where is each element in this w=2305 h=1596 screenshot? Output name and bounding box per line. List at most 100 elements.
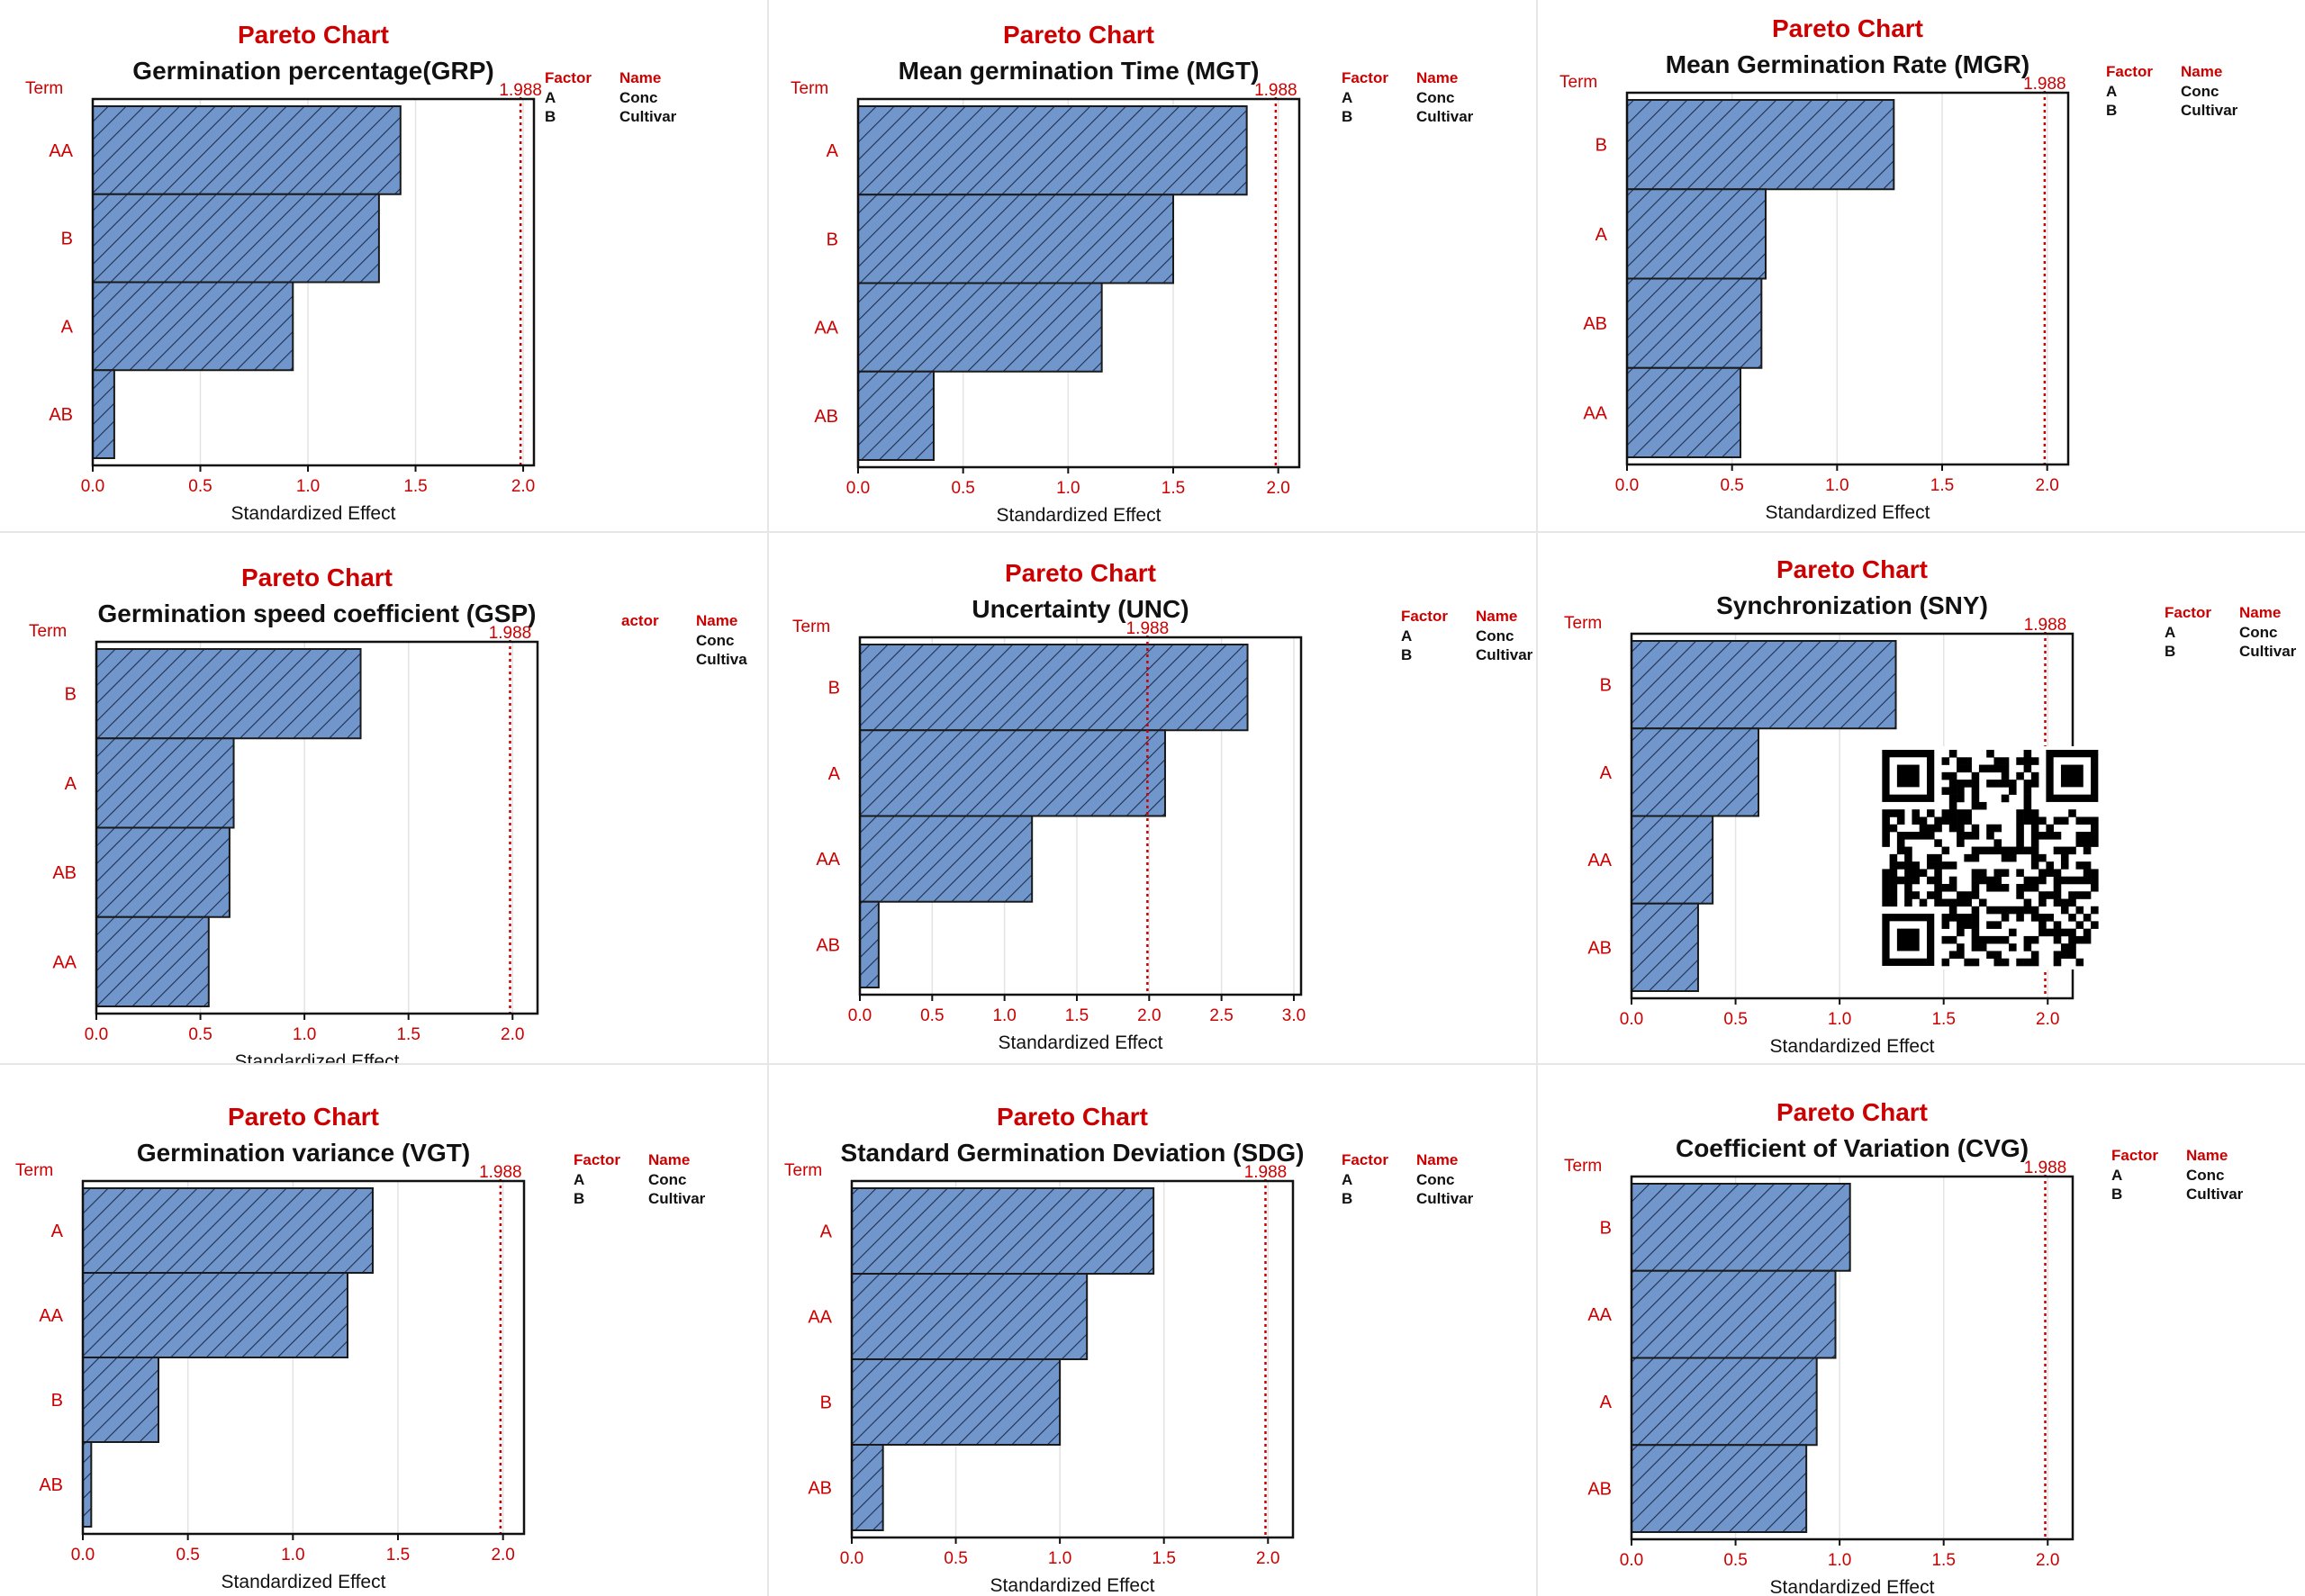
legend-factor: B bbox=[1401, 646, 1412, 663]
legend: Factor Name A Conc B Cultivar bbox=[2106, 63, 2238, 119]
x-tick-label: 2.0 bbox=[511, 477, 535, 496]
bar bbox=[92, 193, 380, 284]
x-axis-label: Standardized Effect bbox=[235, 1051, 400, 1064]
legend-name: Cultivar bbox=[1416, 1190, 1474, 1207]
legend-header: Name bbox=[619, 69, 661, 86]
bar bbox=[857, 194, 1175, 284]
plot-frame bbox=[91, 97, 536, 467]
x-tick-label: 0.0 bbox=[71, 1546, 95, 1564]
x-tick-label: 0.0 bbox=[840, 1549, 863, 1568]
chart-title: Standard Germination Deviation (SDG) bbox=[841, 1139, 1305, 1167]
bar bbox=[1625, 366, 1741, 458]
category-label: AA bbox=[817, 850, 841, 870]
legend-header: Factor bbox=[2111, 1147, 2158, 1164]
x-tick-label: 1.5 bbox=[1152, 1549, 1176, 1568]
legend-factor: B bbox=[2165, 643, 2175, 660]
x-axis-label: Standardized Effect bbox=[221, 1572, 386, 1592]
x-tick-label: 0.0 bbox=[1614, 476, 1638, 495]
x-tick-label: 1.0 bbox=[293, 1025, 316, 1044]
plot-frame bbox=[1630, 1175, 2074, 1541]
legend-name: Cultivar bbox=[1416, 108, 1474, 125]
legend-header: Name bbox=[696, 612, 737, 629]
bar bbox=[851, 1358, 1062, 1446]
legend-factor: A bbox=[2106, 83, 2117, 100]
legend-name: Cultivar bbox=[2186, 1186, 2244, 1203]
chart-heading: Pareto Chart bbox=[1776, 1098, 1928, 1126]
legend-header: Name bbox=[2239, 604, 2281, 621]
legend-factor: B bbox=[2106, 102, 2117, 119]
legend-factor: B bbox=[1342, 108, 1352, 125]
category-label: AA bbox=[1583, 403, 1607, 423]
plot-frame bbox=[851, 1179, 1295, 1539]
category-label: B bbox=[827, 230, 838, 249]
legend-name: Conc bbox=[2239, 624, 2278, 641]
reference-line-label: 1.988 bbox=[2023, 1159, 2066, 1177]
x-tick-label: 1.0 bbox=[1828, 1551, 1851, 1570]
y-axis-label: Term bbox=[784, 1161, 822, 1180]
legend-factor: B bbox=[1342, 1190, 1352, 1207]
x-tick-label: 0.5 bbox=[1723, 1551, 1747, 1570]
chart-heading: Pareto Chart bbox=[241, 564, 393, 591]
y-axis-label: Term bbox=[25, 79, 63, 98]
pareto-chart-svg: Pareto Chart Germination speed coefficien… bbox=[29, 564, 747, 1064]
x-tick-label: 0.5 bbox=[952, 479, 975, 498]
bar bbox=[1630, 640, 1897, 730]
x-axis-label: Standardized Effect bbox=[1769, 1036, 1934, 1057]
y-axis-label: Term bbox=[1564, 1157, 1602, 1176]
category-label: A bbox=[51, 1222, 64, 1241]
chart-heading: Pareto Chart bbox=[997, 1103, 1148, 1131]
panel-divider bbox=[0, 531, 2305, 533]
category-label: A bbox=[1599, 763, 1612, 783]
bar bbox=[82, 1272, 348, 1358]
chart-title: Mean germination Time (MGT) bbox=[899, 57, 1260, 85]
bar bbox=[82, 1357, 159, 1443]
category-label: A bbox=[1599, 1393, 1612, 1412]
chart-heading: Pareto Chart bbox=[1772, 14, 1923, 42]
category-label: AB bbox=[52, 863, 77, 883]
bar bbox=[1630, 1444, 1807, 1533]
panel-divider bbox=[767, 0, 770, 1596]
legend-header: Name bbox=[648, 1151, 690, 1168]
bar bbox=[92, 105, 402, 195]
chart-title: Coefficient of Variation (CVG) bbox=[1676, 1134, 2029, 1162]
category-label: B bbox=[65, 685, 77, 705]
legend-name: Conc bbox=[2186, 1167, 2225, 1184]
category-label: AB bbox=[49, 405, 73, 425]
x-tick-label: 0.5 bbox=[945, 1549, 968, 1568]
legend-header: Name bbox=[2181, 63, 2222, 80]
category-label: B bbox=[1599, 676, 1611, 696]
category-label: B bbox=[1599, 1218, 1611, 1238]
legend: Factor Name A Conc B Cultivar bbox=[574, 1151, 706, 1207]
x-tick-label: 0.5 bbox=[1723, 1010, 1747, 1029]
x-tick-label: 1.0 bbox=[1048, 1549, 1071, 1568]
category-label: AB bbox=[809, 1479, 833, 1499]
category-label: A bbox=[65, 774, 77, 794]
legend-factor: B bbox=[545, 108, 556, 125]
chart-heading: Pareto Chart bbox=[1005, 559, 1156, 587]
category-label: A bbox=[61, 317, 74, 337]
x-tick-label: 0.0 bbox=[846, 479, 870, 498]
legend-name: Cultivar bbox=[2181, 102, 2238, 119]
legend-name: Cultivar bbox=[648, 1190, 706, 1207]
x-tick-label: 0.5 bbox=[188, 477, 212, 496]
bar bbox=[1625, 277, 1762, 369]
bar bbox=[851, 1273, 1089, 1360]
reference-line-label: 1.988 bbox=[1254, 81, 1297, 100]
x-tick-label: 2.0 bbox=[491, 1546, 514, 1564]
category-label: AB bbox=[815, 407, 839, 427]
reference-line-label: 1.988 bbox=[499, 81, 542, 100]
legend-header: Factor bbox=[2106, 63, 2153, 80]
x-tick-label: 0.0 bbox=[81, 477, 104, 496]
chart-title: Germination variance (VGT) bbox=[137, 1139, 470, 1167]
y-axis-label: Term bbox=[15, 1161, 53, 1180]
legend: actor Name Conc Cultiva bbox=[621, 612, 747, 668]
reference-line-label: 1.988 bbox=[2023, 75, 2066, 94]
y-axis-label: Term bbox=[792, 618, 830, 636]
plot-frame bbox=[81, 1179, 526, 1536]
plot-frame bbox=[857, 97, 1301, 469]
plot-frame bbox=[859, 636, 1303, 996]
x-tick-label: 1.0 bbox=[1828, 1010, 1851, 1029]
category-label: AA bbox=[815, 319, 839, 338]
